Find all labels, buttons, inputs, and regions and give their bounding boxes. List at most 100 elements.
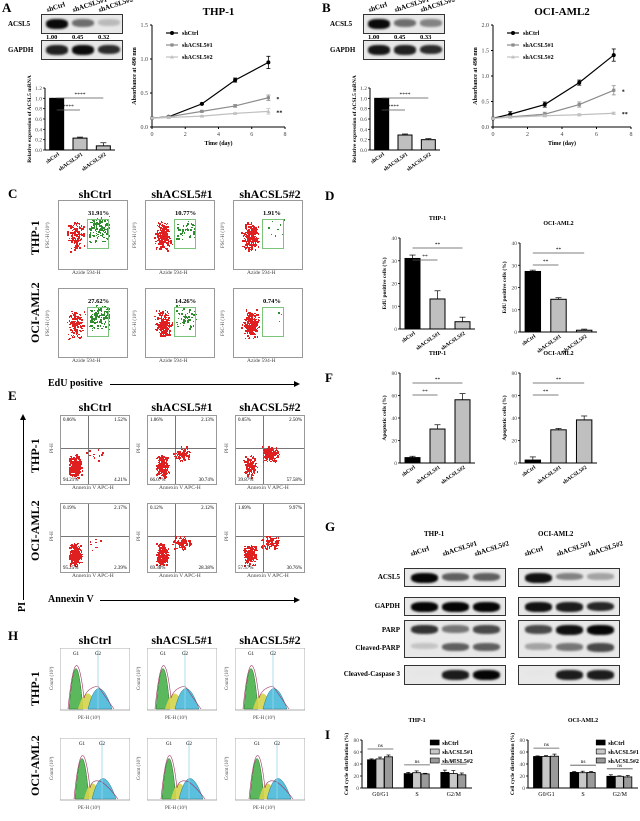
scatter-dot: [250, 462, 252, 464]
scatter-dot: [167, 225, 169, 227]
scatter-dot: [78, 236, 80, 238]
scatter-dot: [270, 233, 273, 235]
scatter-dot: [167, 457, 169, 459]
scatter-dot: [74, 550, 76, 552]
scatter-dot: [253, 545, 255, 548]
scatter-dot: [271, 459, 274, 462]
scatter-dot: [160, 242, 163, 244]
scatter-dot: [161, 455, 163, 458]
scatter-dot: [72, 464, 75, 467]
scatter-dot: [156, 543, 158, 545]
scatter-dot: [245, 242, 248, 244]
scatter-dot: [90, 309, 92, 312]
scatter-dot: [76, 465, 78, 467]
scatter-dot: [244, 565, 246, 567]
scatter-dot: [257, 233, 260, 235]
scatter-dot: [80, 463, 82, 465]
scatter-dot: [245, 234, 247, 237]
x-axis-label: Time (day): [204, 140, 232, 147]
scatter-dot: [261, 539, 264, 541]
y-tick-label: 0: [514, 461, 517, 467]
scatter-dot: [165, 327, 167, 329]
fit-curve: [248, 755, 294, 800]
scatter-dot: [160, 235, 162, 238]
protein-band: [556, 602, 583, 612]
scatter-dot: [243, 240, 246, 242]
scatter-dot: [255, 555, 258, 557]
scatter-dot: [250, 475, 253, 478]
scatter-dot: [164, 331, 167, 333]
scatter-dot: [165, 334, 167, 336]
scatter-dot: [253, 564, 256, 567]
scatter-dot: [178, 545, 181, 547]
scatter-dot: [77, 465, 79, 467]
scatter-dot: [247, 324, 250, 327]
g2-peak: [262, 688, 288, 710]
scatter-dot: [245, 466, 248, 468]
histogram-plot: G1 G2: [235, 738, 305, 801]
scatter-dot: [264, 455, 267, 457]
scatter-dot: [249, 330, 251, 333]
scatter-dot: [168, 464, 170, 467]
scatter-dot: [251, 331, 253, 334]
scatter-dot: [254, 564, 257, 566]
scatter-dot: [99, 225, 101, 228]
scatter-dot: [73, 327, 76, 330]
scatter-dot: [76, 457, 78, 460]
flow-plot: 0.12% 2.12% 69.38% 28.38%: [147, 503, 217, 573]
scatter-dot: [165, 456, 167, 459]
scatter-dot: [242, 321, 245, 324]
scatter-dot: [76, 325, 79, 327]
scatter-dot: [81, 467, 83, 470]
scatter-dot: [161, 335, 164, 337]
row-header: THP-1: [28, 438, 42, 473]
scatter-dot: [76, 554, 78, 556]
scatter-dot: [262, 539, 264, 542]
scatter-dot: [160, 458, 163, 461]
scatter-dot: [248, 328, 250, 331]
scatter-dot: [154, 318, 157, 321]
x-tick-label: shCtrl: [521, 464, 537, 478]
scatter-dot: [69, 556, 72, 558]
scatter-dot: [165, 241, 167, 244]
y-tick-label: 40: [392, 236, 398, 242]
scatter-dot: [80, 237, 83, 240]
scatter-dot: [91, 318, 93, 320]
scatter-dot: [176, 310, 178, 312]
scatter-dot: [244, 231, 247, 234]
scatter-dot: [179, 543, 182, 546]
scatter-dot: [250, 463, 252, 466]
scatter-dot: [182, 230, 184, 232]
scatter-dot: [168, 322, 171, 324]
scatter-dot: [73, 544, 76, 546]
scatter-dot: [72, 545, 75, 547]
scatter-dot: [95, 232, 97, 235]
scatter-dot: [171, 243, 174, 246]
scatter-dot: [188, 236, 191, 238]
x-tick-label: shACSL5#1: [415, 331, 442, 352]
scatter-dot: [255, 236, 258, 239]
scatter-dot: [250, 248, 252, 251]
scatter-dot: [248, 322, 250, 325]
histogram-plot: G1 G2: [147, 738, 217, 801]
scatter-dot: [247, 559, 249, 562]
scatter-dot: [72, 321, 75, 323]
scatter-dot: [163, 544, 165, 546]
scatter-dot: [70, 473, 72, 476]
scatter-dot: [247, 458, 249, 460]
scatter-dot: [188, 453, 191, 456]
scatter-dot: [252, 238, 254, 241]
x-axis-label: Azide 594-H: [159, 358, 188, 364]
scatter-dot: [248, 325, 251, 328]
scatter-dot: [248, 336, 251, 339]
scatter-dot: [80, 551, 83, 553]
scatter-dot: [165, 324, 167, 326]
scatter-dot: [106, 229, 109, 231]
legend-marker: [511, 55, 515, 59]
scatter-dot: [247, 557, 250, 559]
y-tick-label: 10: [512, 308, 518, 314]
scatter-dot: [251, 329, 253, 332]
y-tick-label: 80: [520, 738, 526, 744]
band-quantification: 0.45: [72, 34, 84, 41]
scatter-dot: [246, 235, 248, 237]
